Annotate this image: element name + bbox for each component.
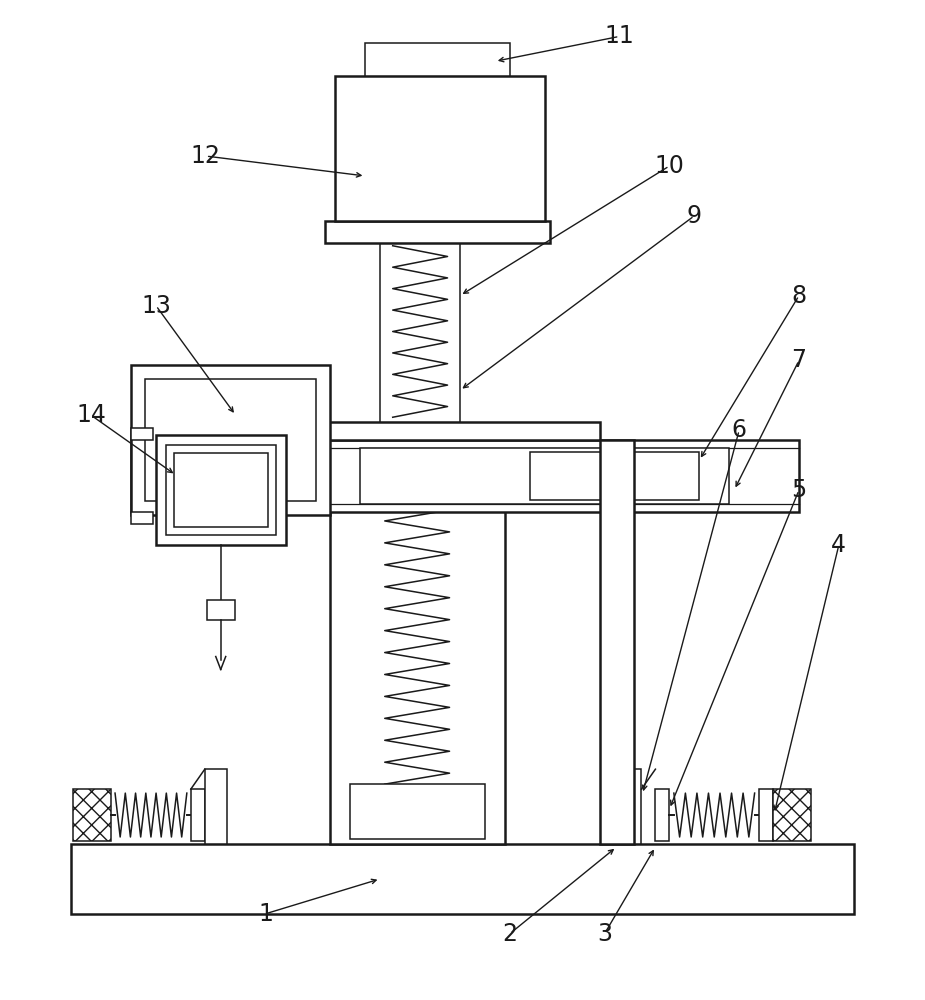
Bar (131, 428, 153, 440)
Text: 10: 10 (655, 154, 684, 178)
Text: 6: 6 (732, 418, 746, 442)
Text: 11: 11 (605, 24, 635, 48)
Bar (131, 512, 153, 524)
Bar (156, 435, 286, 545)
Text: 4: 4 (832, 533, 846, 557)
Text: 2: 2 (502, 922, 517, 946)
Text: 7: 7 (792, 348, 807, 372)
Bar (380, 241, 460, 422)
Bar (174, 453, 267, 527)
Bar (759, 789, 773, 841)
Text: 14: 14 (76, 403, 106, 427)
Text: 9: 9 (686, 204, 702, 228)
Bar (191, 789, 204, 841)
Text: 8: 8 (792, 284, 807, 308)
Bar (280, 422, 599, 440)
Bar (773, 789, 811, 841)
Bar (620, 769, 641, 844)
Bar (131, 365, 330, 515)
Bar (204, 769, 227, 844)
Bar (145, 379, 316, 501)
Text: 12: 12 (191, 144, 221, 168)
Text: 3: 3 (597, 922, 612, 946)
Text: 1: 1 (258, 902, 273, 926)
Bar (73, 789, 111, 841)
Bar (599, 440, 635, 844)
Bar (330, 440, 505, 844)
Bar (530, 452, 699, 500)
Bar (166, 445, 276, 535)
Bar (365, 43, 510, 76)
Text: 13: 13 (141, 294, 171, 318)
Text: 5: 5 (792, 478, 807, 502)
Bar (131, 440, 799, 512)
Bar (336, 76, 545, 221)
Bar (326, 221, 549, 243)
Bar (656, 789, 670, 841)
Bar (207, 600, 235, 620)
Bar (361, 448, 729, 504)
Bar (71, 844, 854, 914)
Bar (351, 784, 485, 839)
